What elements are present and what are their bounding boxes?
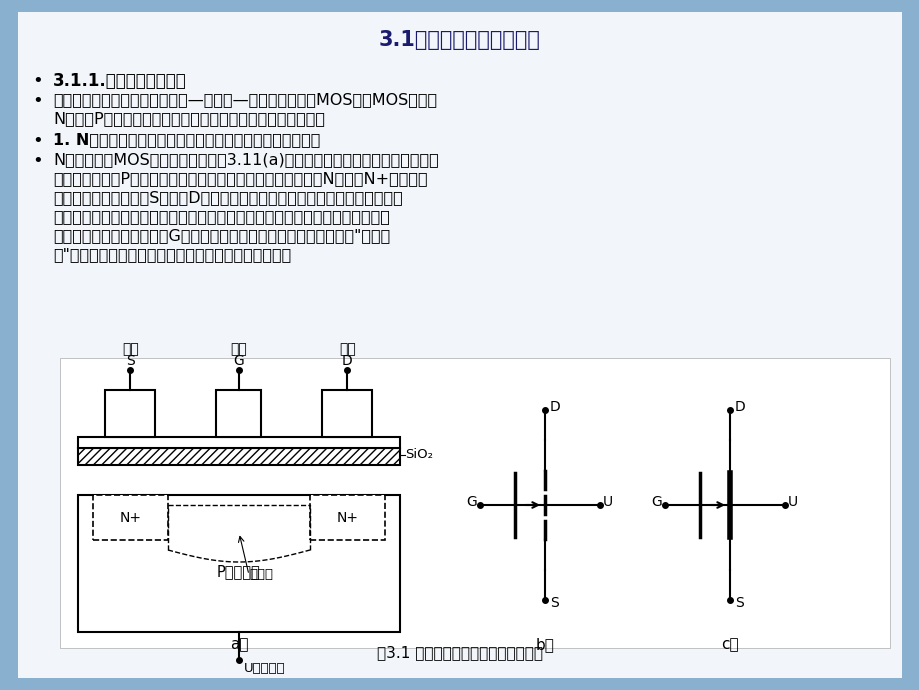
Bar bbox=[0, 0, 919, 12]
Text: 极"。通常在衬底上也引出一个电极，将之与源极相连。: 极"。通常在衬底上也引出一个电极，将之与源极相连。 bbox=[53, 247, 291, 262]
Text: S: S bbox=[126, 354, 135, 368]
Text: 漏极和栅极。在P型硅薄片（作衬底）上制成两个掺杂浓度高的N区（用N+表示），: 漏极和栅极。在P型硅薄片（作衬底）上制成两个掺杂浓度高的N区（用N+表示）， bbox=[53, 171, 427, 186]
Text: b）: b） bbox=[535, 638, 554, 653]
Text: D: D bbox=[342, 354, 353, 368]
Text: G: G bbox=[651, 495, 662, 509]
Bar bbox=[901, 0, 919, 690]
Text: •: • bbox=[32, 72, 43, 90]
Text: •: • bbox=[32, 92, 43, 110]
Text: •: • bbox=[32, 132, 43, 150]
Text: N+: N+ bbox=[336, 511, 358, 524]
Text: 耗尽层: 耗尽层 bbox=[249, 569, 273, 582]
Text: N沟道和P沟道两种，每一种又分为增强型和耗尽型两种类型。: N沟道和P沟道两种，每一种又分为增强型和耗尽型两种类型。 bbox=[53, 111, 324, 126]
Text: a）: a） bbox=[230, 638, 248, 653]
Text: U衬底引线: U衬底引线 bbox=[244, 662, 285, 675]
Text: N+: N+ bbox=[119, 511, 142, 524]
Bar bbox=[78, 448, 400, 465]
Text: U: U bbox=[788, 495, 798, 509]
Text: N沟道增强型MOS晶体管的结构如图3.11(a)所示，它的三个电极分别叫做源极、: N沟道增强型MOS晶体管的结构如图3.11(a)所示，它的三个电极分别叫做源极、 bbox=[53, 152, 438, 167]
Text: D: D bbox=[550, 400, 561, 414]
Text: G: G bbox=[466, 495, 476, 509]
Text: c）: c） bbox=[720, 638, 738, 653]
Text: 用铝电极引出作为源极S和漏极D，两极之间的区域叫做沟道，漏极电流经此沟道: 用铝电极引出作为源极S和漏极D，两极之间的区域叫做沟道，漏极电流经此沟道 bbox=[53, 190, 403, 205]
Text: 图3.1 绝缘栅型场效应管的结构和符号: 图3.1 绝缘栅型场效应管的结构和符号 bbox=[377, 645, 542, 660]
Text: S: S bbox=[550, 596, 558, 610]
Text: D: D bbox=[734, 400, 745, 414]
Bar bbox=[78, 448, 400, 465]
Bar bbox=[310, 495, 384, 540]
Text: 3.1.1.绝缘栅型场效应管: 3.1.1.绝缘栅型场效应管 bbox=[53, 72, 187, 90]
Text: •: • bbox=[32, 152, 43, 170]
Text: S: S bbox=[734, 596, 743, 610]
Text: 源极: 源极 bbox=[122, 342, 139, 356]
Bar bbox=[0, 678, 919, 690]
Bar bbox=[93, 495, 168, 540]
Text: U: U bbox=[602, 495, 612, 509]
Bar bbox=[216, 390, 261, 437]
Text: SiO₂: SiO₂ bbox=[404, 448, 433, 461]
Text: 绝缘栅型场效应管的结构是金属—氧化物—半导体，简称为MOS管。MOS管又分: 绝缘栅型场效应管的结构是金属—氧化物—半导体，简称为MOS管。MOS管又分 bbox=[53, 92, 437, 107]
Text: 3.1场效应管的类型和结构: 3.1场效应管的类型和结构 bbox=[379, 30, 540, 50]
Text: P型硅衬底: P型硅衬底 bbox=[217, 564, 261, 580]
Bar bbox=[323, 390, 372, 437]
Bar bbox=[0, 0, 18, 690]
Bar bbox=[60, 358, 889, 648]
Text: 面上引出一个电极叫做栅极G。栅极同源极、漏极均无电接触，故称作"绝缘栅: 面上引出一个电极叫做栅极G。栅极同源极、漏极均无电接触，故称作"绝缘栅 bbox=[53, 228, 390, 243]
Bar bbox=[78, 495, 400, 632]
Text: 流到源极。然后在半导体表面覆盖一层很薄的二氧化硅绝缘层，再在二氧化硅表: 流到源极。然后在半导体表面覆盖一层很薄的二氧化硅绝缘层，再在二氧化硅表 bbox=[53, 209, 390, 224]
Text: 1. N沟道增强型绝缘栅型场效应管的结构、符号和工作原理: 1. N沟道增强型绝缘栅型场效应管的结构、符号和工作原理 bbox=[53, 132, 320, 147]
Bar bbox=[78, 437, 400, 448]
Bar bbox=[106, 390, 155, 437]
Text: 漏极: 漏极 bbox=[339, 342, 356, 356]
Text: 栅极: 栅极 bbox=[231, 342, 247, 356]
Text: G: G bbox=[233, 354, 244, 368]
